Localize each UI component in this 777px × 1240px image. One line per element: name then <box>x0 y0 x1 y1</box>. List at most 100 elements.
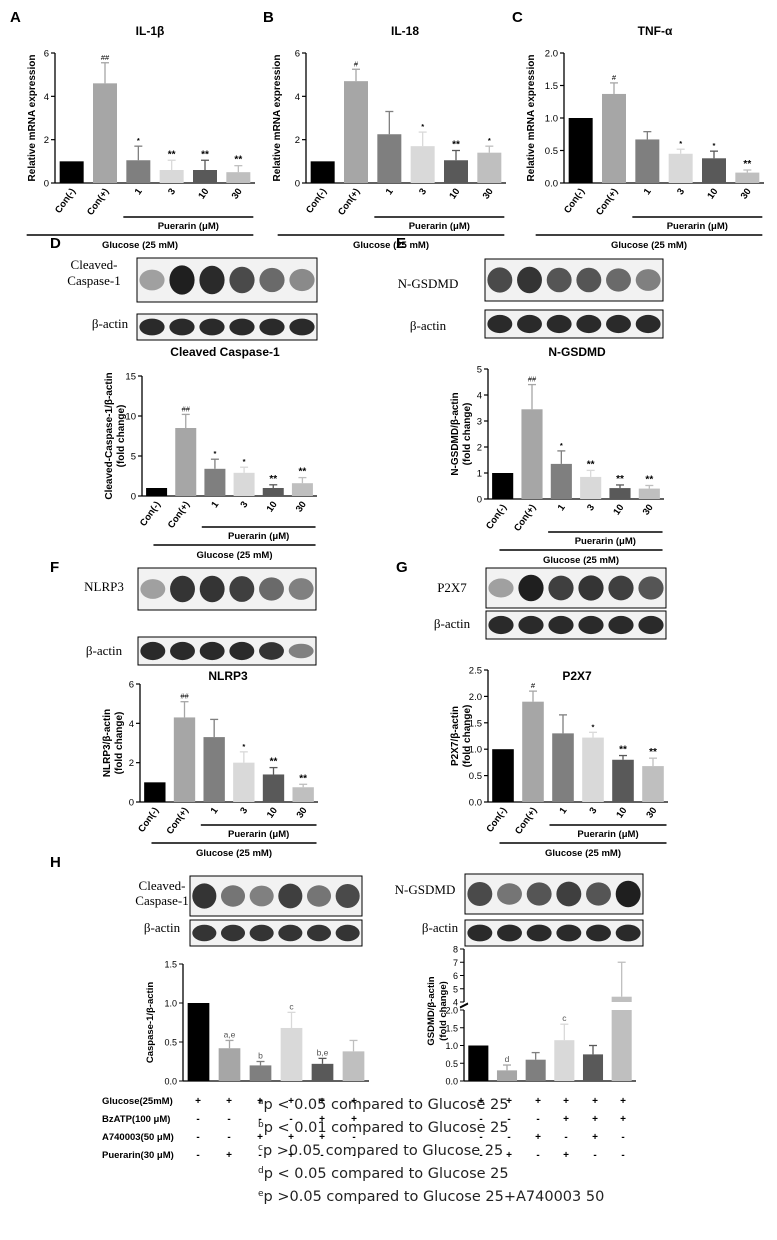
y-tick-label: 0.0 <box>445 1077 458 1087</box>
blot-band <box>556 924 582 942</box>
blot-band <box>306 924 332 942</box>
bar <box>226 172 251 183</box>
treatment-sign: - <box>227 1114 230 1125</box>
puerarin-label: Puerarin (μM) <box>667 221 728 232</box>
blot-band <box>548 615 574 635</box>
significance-mark: ** <box>168 149 176 160</box>
x-tick-label: 10 <box>447 186 462 201</box>
bar <box>204 468 226 496</box>
treatment-sign: + <box>351 1114 357 1125</box>
bar <box>291 483 313 496</box>
blot-band <box>487 267 513 293</box>
y-tick-label: 2.0 <box>545 49 558 60</box>
treatment-sign: + <box>351 1096 357 1107</box>
blot-band <box>488 615 514 635</box>
bar <box>377 134 402 183</box>
significance-mark: ** <box>649 747 657 758</box>
y-tick-label: 2 <box>477 443 482 454</box>
bar <box>175 428 197 496</box>
treatment-row-label: Puerarin(30 μM) <box>102 1150 174 1161</box>
glucose-label: Glucose (25 mM) <box>611 240 687 251</box>
panel-letter-B: B <box>263 9 274 26</box>
y-tick-label: 2.5 <box>469 666 482 677</box>
glucose-label: Glucose (25 mM) <box>196 848 272 859</box>
panel-letter-H: H <box>50 854 61 871</box>
treatment-sign: + <box>535 1132 541 1143</box>
blot-band <box>169 265 195 295</box>
blot-band <box>576 314 602 334</box>
bar <box>580 476 602 499</box>
blot-E-target <box>484 258 664 302</box>
puerarin-label: Puerarin (μM) <box>409 221 470 232</box>
y-axis-label: (fold change) <box>462 403 473 466</box>
y-tick-label: 6 <box>453 971 458 981</box>
bar <box>602 93 626 183</box>
blot-label-top: Cleaved- <box>71 257 118 272</box>
y-tick-label: 0.5 <box>445 1059 458 1069</box>
bar <box>203 737 225 802</box>
y-axis-label: Relative mRNA expression <box>526 55 537 182</box>
significance-mark: * <box>242 742 245 751</box>
y-tick-label: 2.0 <box>445 1006 458 1016</box>
bar <box>568 118 593 183</box>
y-tick-label: 6 <box>295 49 300 60</box>
significance-mark: ** <box>201 149 209 160</box>
significance-mark: ## <box>528 375 537 384</box>
blot-band <box>229 318 255 336</box>
bar <box>522 701 544 802</box>
bar <box>93 83 117 183</box>
x-tick-label: 3 <box>417 186 429 197</box>
y-tick-label: 0.5 <box>545 146 558 157</box>
bar <box>477 152 502 183</box>
blot-F-actin <box>137 636 317 666</box>
x-tick-label: Con(+) <box>594 186 620 217</box>
chart-C: 0.0 0.5 1.0 1.5 2.0 TNF-α Relative mRNA expres… <box>526 24 764 251</box>
significance-mark: * <box>713 141 716 150</box>
blot-band <box>608 615 634 635</box>
y-tick-label: 0.0 <box>545 179 558 190</box>
significance-mark: ** <box>270 757 278 768</box>
chart-G: 0.0 0.5 1.0 1.5 2.0 2.5 P2X7 P2X7/β-actin (fold … <box>450 666 668 859</box>
y-tick-label: 7 <box>453 958 458 968</box>
blot-H-left-target <box>189 875 363 917</box>
treatment-sign: - <box>196 1150 199 1161</box>
treatment-sign: + <box>257 1096 263 1107</box>
blot-band <box>220 924 246 942</box>
blot-band <box>139 269 165 291</box>
treatment-sign: - <box>479 1132 482 1143</box>
blot-band <box>638 576 664 600</box>
blot-label-top: N-GSDMD <box>395 882 456 897</box>
treatment-sign: + <box>535 1096 541 1107</box>
x-tick-label: Con(-) <box>484 805 509 834</box>
treatment-sign: - <box>196 1132 199 1143</box>
chart-title: N-GSDMD <box>548 345 606 359</box>
y-tick-label: 0 <box>131 492 136 503</box>
footnotes: ap < 0.05 compared to Glucose 25 bp < 0.… <box>258 1092 604 1207</box>
blot-band <box>199 641 225 661</box>
blot-frame <box>485 610 667 640</box>
bar <box>612 759 634 802</box>
treatment-sign: + <box>226 1150 232 1161</box>
blot-label-actin: β-actin <box>410 318 447 333</box>
x-tick-label: 30 <box>295 805 310 820</box>
x-tick-label: 3 <box>675 186 687 197</box>
y-tick-label: 4 <box>44 92 49 103</box>
blot-band <box>518 615 544 635</box>
treatment-table: Glucose(25mM) + + + + + + + + + + + + BzATP(100 μM) - -… <box>102 1096 626 1161</box>
y-tick-label: 5 <box>477 365 482 376</box>
treatment-sign: + <box>288 1096 294 1107</box>
significance-mark: ** <box>587 459 595 470</box>
bar <box>552 733 574 802</box>
chart-title: NLRP3 <box>208 669 248 683</box>
blot-F-target <box>137 567 317 611</box>
blot-band <box>289 268 315 292</box>
bar <box>492 749 514 802</box>
blot-band <box>289 318 315 336</box>
x-tick-label: 10 <box>265 805 280 820</box>
significance-mark: b,e <box>317 1047 329 1057</box>
blot-frame <box>136 313 318 341</box>
treatment-sign: - <box>593 1150 596 1161</box>
significance-mark: # <box>354 59 359 68</box>
